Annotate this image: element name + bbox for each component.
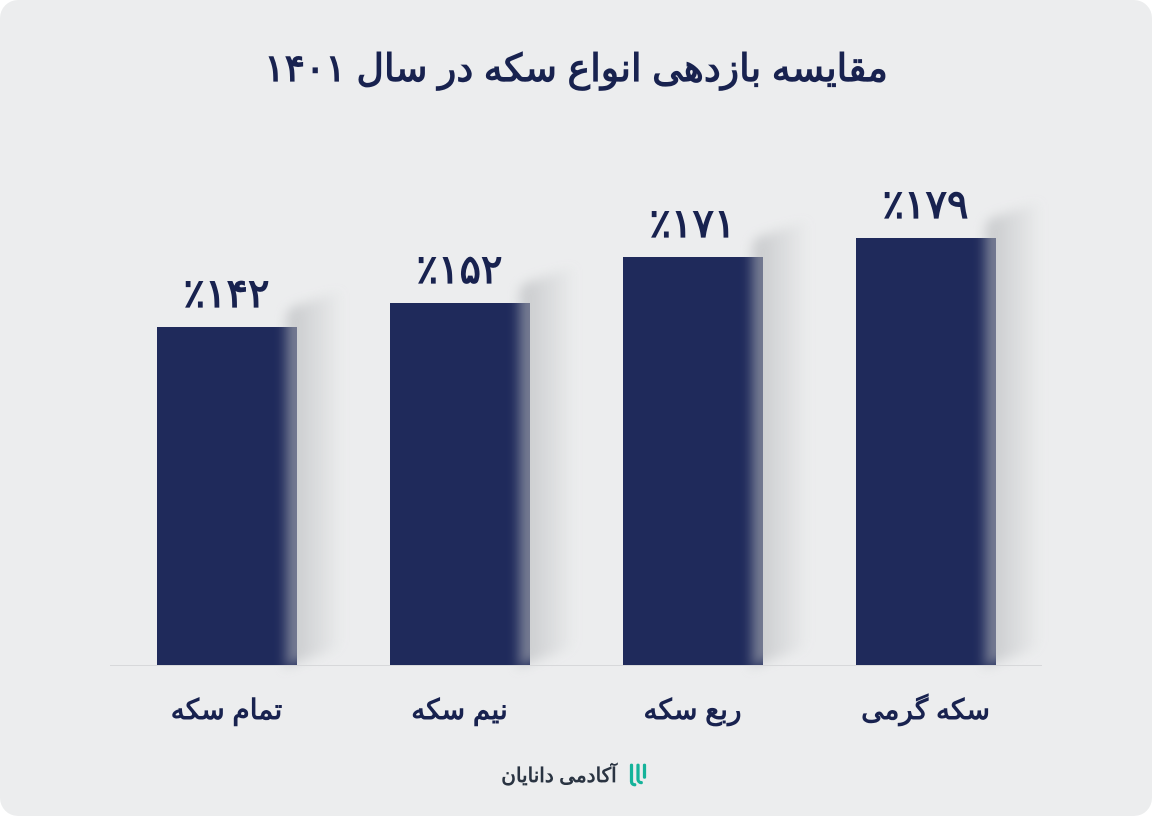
bar-value-label: ٪۱۴۲	[184, 271, 270, 317]
chart-area: ٪۱۴۲ ٪۱۵۲ ٪۱۷۱ ٪۱۷۹	[110, 180, 1042, 666]
category-label: نیم سکه	[343, 693, 576, 726]
category-label: سکه گرمی	[809, 693, 1042, 726]
bar	[623, 257, 763, 666]
chart-title: مقایسه بازدهی انواع سکه در سال ۱۴۰۱	[0, 46, 1152, 91]
bar	[157, 327, 297, 666]
bar-value-label: ٪۱۷۹	[883, 182, 969, 228]
bar-shadow	[753, 221, 809, 666]
category-labels: تمام سکه نیم سکه ربع سکه سکه گرمی	[110, 693, 1042, 726]
category-label: تمام سکه	[110, 693, 343, 726]
brand-logo-icon	[625, 762, 651, 788]
bar-slot: ٪۱۷۹	[809, 180, 1042, 666]
bar-value-label: ٪۱۵۲	[417, 247, 503, 293]
footer-text: آکادمی دانایان	[501, 763, 617, 788]
bar	[856, 238, 996, 666]
chart-card: مقایسه بازدهی انواع سکه در سال ۱۴۰۱ ٪۱۴۲…	[0, 0, 1152, 816]
bar-value-label: ٪۱۷۱	[650, 201, 736, 247]
bar-slot: ٪۱۵۲	[343, 180, 576, 666]
bar	[390, 303, 530, 666]
category-label: ربع سکه	[576, 693, 809, 726]
footer-brand: آکادمی دانایان	[0, 762, 1152, 788]
bar-shadow	[520, 267, 576, 666]
bar-shadow	[287, 291, 343, 666]
bar-shadow	[986, 202, 1042, 666]
chart-baseline	[110, 665, 1042, 666]
bar-slot: ٪۱۴۲	[110, 180, 343, 666]
bar-slot: ٪۱۷۱	[576, 180, 809, 666]
